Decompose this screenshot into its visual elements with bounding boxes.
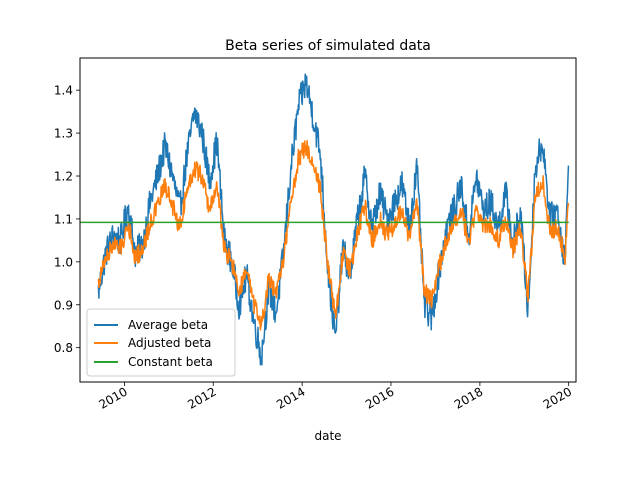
series-layer xyxy=(80,73,570,366)
chart-title: Beta series of simulated data xyxy=(225,38,431,54)
legend: Average beta Adjusted beta Constant beta xyxy=(86,308,236,377)
x-axis-label: date xyxy=(314,429,341,443)
y-tick-label-1-3: 1.3 xyxy=(54,127,73,141)
y-tick-label-1-2: 1.2 xyxy=(54,170,73,184)
y-tick-label-0-9: 0.9 xyxy=(54,298,73,312)
series-line-adjusted-beta xyxy=(97,139,570,331)
y-tick-label-1-4: 1.4 xyxy=(54,84,73,98)
plot-frame xyxy=(79,57,577,383)
y-tick-label-1-1: 1.1 xyxy=(54,212,73,226)
legend-box xyxy=(86,308,236,377)
y-tick-label-0-8: 0.8 xyxy=(54,341,73,355)
series-line-average-beta xyxy=(97,73,570,366)
legend-label-constant-beta: Constant beta xyxy=(128,355,213,369)
y-tick-label-1-0: 1.0 xyxy=(54,255,73,269)
legend-label-average-beta: Average beta xyxy=(128,318,208,332)
legend-label-adjusted-beta: Adjusted beta xyxy=(128,336,211,350)
